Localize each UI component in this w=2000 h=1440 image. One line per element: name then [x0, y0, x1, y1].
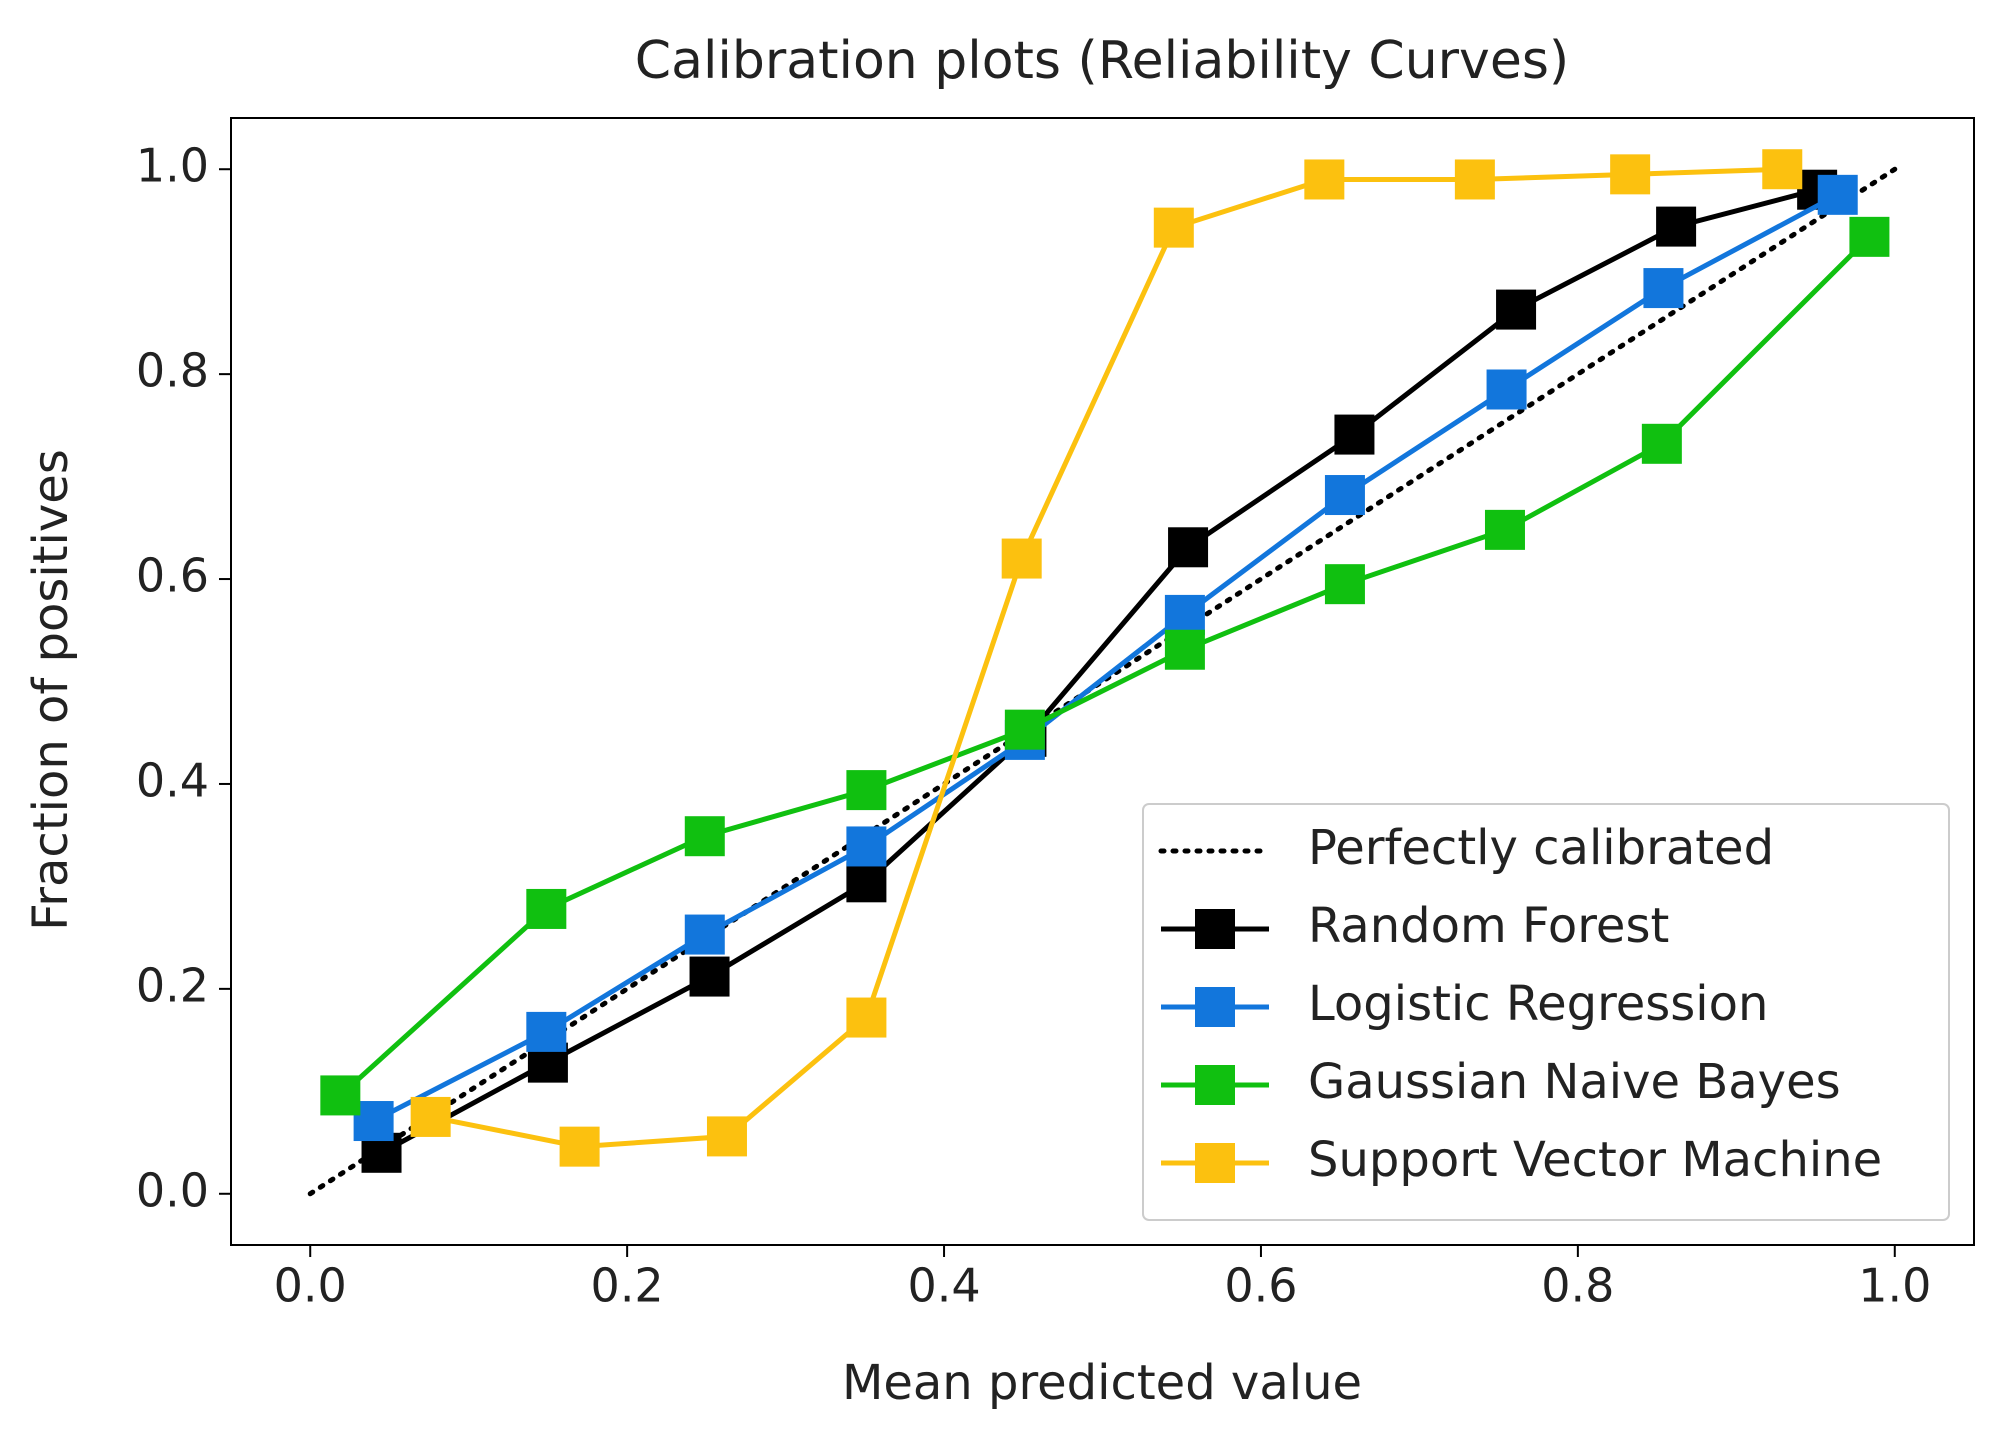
marker — [1324, 564, 1365, 605]
y-tick-label: 0.4 — [136, 753, 209, 807]
series — [320, 216, 1890, 1116]
legend-label: Gaussian Naive Bayes — [1308, 1054, 1841, 1110]
series-line — [307, 166, 1898, 1197]
legend-label: Logistic Regression — [1308, 976, 1768, 1032]
marker — [1656, 206, 1697, 247]
marker — [1164, 594, 1205, 635]
y-tick-label: 0.8 — [136, 344, 209, 398]
legend-marker — [1195, 987, 1235, 1027]
marker — [706, 1116, 747, 1157]
marker — [1486, 369, 1527, 410]
marker — [1762, 149, 1803, 190]
marker — [1164, 629, 1205, 670]
series-line — [430, 166, 1783, 1150]
y-tick-label: 0.2 — [136, 958, 209, 1012]
marker — [526, 888, 567, 929]
x-tick-label: 0.0 — [274, 1259, 347, 1313]
marker — [1004, 709, 1045, 750]
legend-marker — [1195, 1065, 1235, 1105]
marker — [1001, 538, 1042, 579]
marker — [1610, 154, 1651, 195]
series-line — [380, 187, 1818, 1155]
series-line — [372, 192, 1839, 1124]
y-axis-label: Fraction of positives — [23, 449, 79, 931]
chart-title: Calibration plots (Reliability Curves) — [635, 31, 1569, 91]
marker — [1334, 414, 1375, 455]
marker — [689, 956, 730, 997]
x-tick-label: 1.0 — [1858, 1259, 1931, 1313]
marker — [1496, 289, 1537, 330]
marker — [1484, 509, 1525, 550]
legend-marker — [1195, 909, 1235, 949]
legend-label: Support Vector Machine — [1308, 1132, 1882, 1188]
x-tick-label: 0.8 — [1541, 1259, 1614, 1313]
marker — [1817, 174, 1858, 215]
marker — [1454, 159, 1495, 200]
x-tick-label: 0.2 — [591, 1259, 664, 1313]
marker — [410, 1096, 451, 1137]
legend: Perfectly calibrated Random Forest Logisti… — [1142, 803, 1950, 1221]
legend-box — [1142, 803, 1950, 1221]
plot-frame — [230, 117, 1975, 1246]
marker — [1324, 475, 1365, 516]
marker — [1304, 159, 1345, 200]
legend-marker — [1195, 1143, 1235, 1183]
series-line — [338, 235, 1872, 1098]
x-tick-label: 0.6 — [1224, 1259, 1297, 1313]
marker — [846, 997, 887, 1038]
marker — [526, 1011, 567, 1052]
marker — [1168, 527, 1209, 568]
marker — [684, 816, 725, 857]
series — [307, 166, 1898, 1197]
legend-label: Random Forest — [1308, 898, 1669, 954]
marker — [846, 770, 887, 811]
marker — [846, 862, 887, 903]
y-tick-label: 0.0 — [136, 1163, 209, 1217]
marker — [320, 1075, 361, 1116]
marker — [559, 1126, 600, 1167]
marker — [1641, 423, 1682, 464]
marker — [1849, 216, 1890, 257]
marker — [1643, 268, 1684, 309]
y-tick-label: 0.6 — [136, 549, 209, 603]
marker — [684, 914, 725, 955]
marker — [846, 826, 887, 867]
marker — [1153, 207, 1194, 248]
x-axis-label: Mean predicted value — [842, 1355, 1362, 1411]
legend-label: Perfectly calibrated — [1308, 820, 1774, 876]
y-tick-label: 1.0 — [136, 139, 209, 193]
x-tick-label: 0.4 — [907, 1259, 980, 1313]
series — [410, 149, 1803, 1167]
